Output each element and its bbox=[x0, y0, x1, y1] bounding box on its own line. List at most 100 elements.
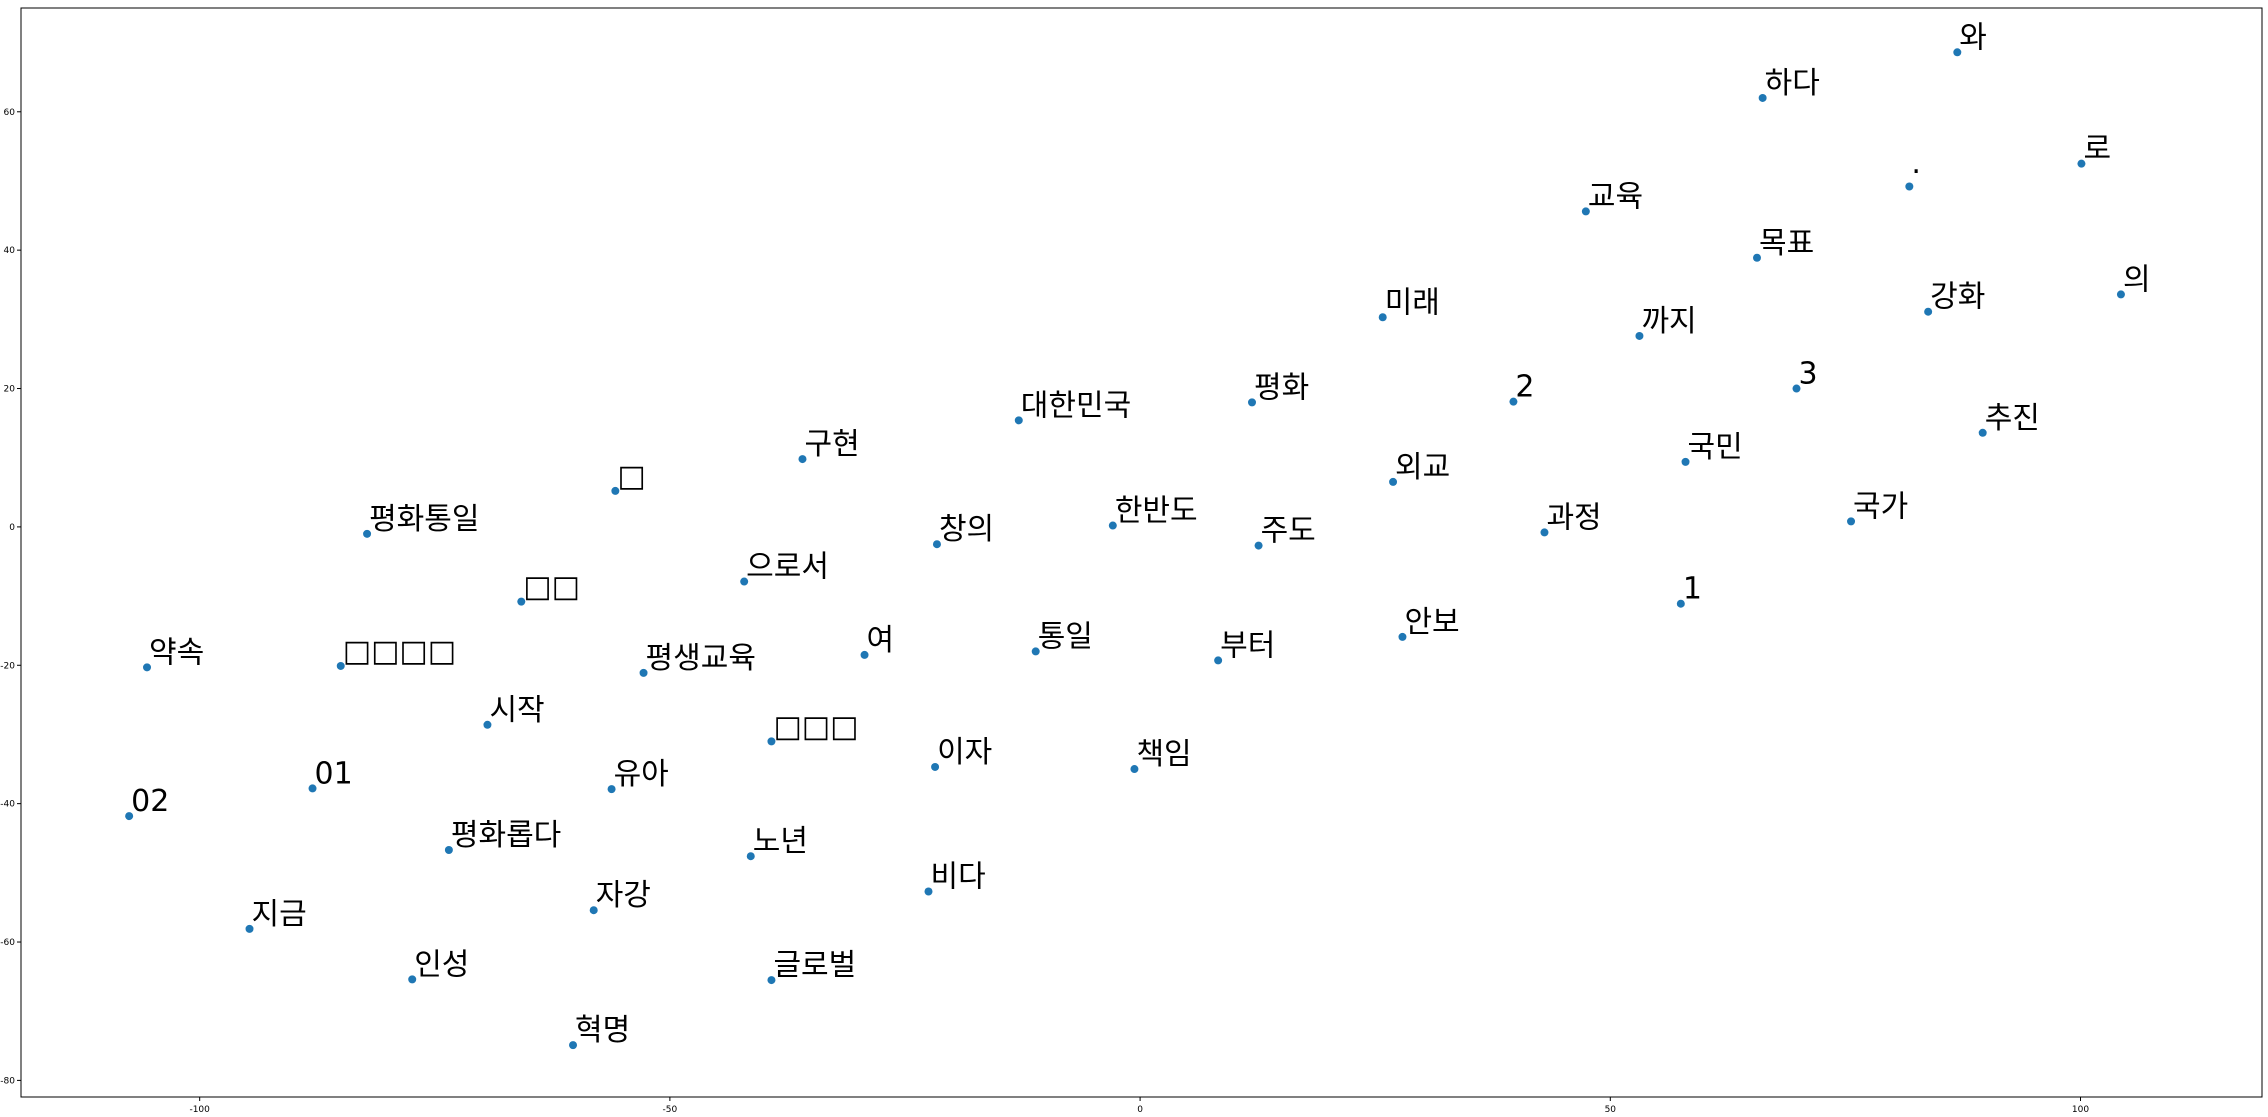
scatter-point bbox=[143, 663, 152, 672]
scatter-point bbox=[1108, 521, 1117, 530]
point-label: 지금 bbox=[252, 897, 307, 932]
point-label: 2 bbox=[1515, 370, 1534, 405]
scatter-point bbox=[1247, 398, 1256, 407]
scatter-point bbox=[1953, 48, 1962, 57]
plot-frame bbox=[20, 7, 2263, 1098]
point-label: 까지 bbox=[1641, 304, 1696, 339]
point-label: 자강 bbox=[596, 878, 651, 913]
point-label: 으로서 bbox=[746, 550, 829, 585]
x-tick-label: 100 bbox=[2072, 1105, 2089, 1115]
point-label: □□□□ bbox=[343, 634, 456, 669]
scatter-point bbox=[767, 976, 776, 985]
point-label: 목표 bbox=[1759, 226, 1814, 261]
scatter-point bbox=[860, 650, 869, 659]
point-label: 한반도 bbox=[1115, 494, 1198, 529]
scatter-point bbox=[336, 661, 345, 670]
scatter-point bbox=[2077, 159, 2086, 168]
point-label: □□□ bbox=[773, 709, 858, 744]
point-label: 통일 bbox=[1038, 619, 1093, 654]
point-label: 노년 bbox=[753, 824, 808, 859]
point-label: 약속 bbox=[149, 635, 204, 670]
scatter-point bbox=[1676, 599, 1685, 608]
point-label: 책임 bbox=[1136, 737, 1191, 772]
y-tick-label: 60 bbox=[4, 108, 16, 118]
scatter-point bbox=[611, 486, 620, 495]
scatter-point bbox=[746, 852, 755, 861]
x-tick-label: 0 bbox=[1137, 1105, 1143, 1115]
y-tick-label: -40 bbox=[0, 800, 15, 810]
scatter-point bbox=[125, 812, 134, 821]
point-label: 혁명 bbox=[575, 1013, 630, 1048]
y-tick-label: 20 bbox=[4, 385, 16, 395]
scatter-point bbox=[517, 597, 526, 606]
point-label: 추진 bbox=[1985, 401, 2040, 436]
scatter-point bbox=[245, 924, 254, 933]
scatter-point bbox=[767, 737, 776, 746]
scatter-point bbox=[1792, 384, 1801, 393]
point-label: 1 bbox=[1683, 572, 1702, 607]
scatter-point bbox=[483, 720, 492, 729]
scatter-point bbox=[931, 762, 940, 771]
point-label: 평화통일 bbox=[369, 502, 479, 537]
point-label: 강화 bbox=[1930, 280, 1985, 315]
point-label: 와 bbox=[1959, 20, 1987, 55]
scatter-point bbox=[607, 785, 616, 794]
scatter-point bbox=[798, 455, 807, 464]
scatter-point bbox=[1635, 331, 1644, 340]
point-label: 평화롭다 bbox=[451, 818, 561, 853]
scatter-point bbox=[1752, 253, 1761, 262]
point-label: □□ bbox=[523, 570, 580, 605]
point-label: 창의 bbox=[939, 512, 994, 547]
point-label: □ bbox=[617, 459, 645, 494]
point-label: 비다 bbox=[930, 860, 985, 895]
point-label: 01 bbox=[315, 756, 353, 791]
point-label: 의 bbox=[2123, 262, 2151, 297]
scatter-point bbox=[444, 846, 453, 855]
point-label: · bbox=[1911, 155, 1921, 190]
scatter-point bbox=[1905, 182, 1914, 191]
scatter-point bbox=[408, 975, 417, 984]
scatter-point bbox=[924, 887, 933, 896]
scatter-point bbox=[1130, 765, 1139, 774]
y-axis: -80 -60 -40 -20 0 20 40 60 bbox=[0, 108, 21, 1086]
x-tick-label: -50 bbox=[663, 1105, 678, 1115]
scatter-point bbox=[932, 540, 941, 549]
point-label: 인성 bbox=[414, 947, 469, 982]
point-label: 여 bbox=[867, 623, 895, 658]
point-label: 글로벌 bbox=[773, 948, 856, 983]
scatter-point bbox=[1509, 397, 1518, 406]
x-axis: -100 -50 0 50 100 bbox=[189, 1097, 2089, 1115]
scatter-point bbox=[1378, 313, 1387, 322]
scatter-point bbox=[1214, 656, 1223, 665]
scatter-point bbox=[1681, 457, 1690, 466]
point-label: 하다 bbox=[1765, 66, 1820, 101]
point-label: 교육 bbox=[1588, 179, 1643, 214]
point-label: 02 bbox=[131, 784, 169, 819]
scatter-point bbox=[1398, 632, 1407, 641]
scatter-point bbox=[1389, 477, 1398, 486]
scatter-point bbox=[589, 906, 598, 915]
point-label: 안보 bbox=[1404, 605, 1459, 640]
point-label: 3 bbox=[1798, 357, 1817, 392]
point-label: 외교 bbox=[1395, 450, 1450, 485]
point-label: 평생교육 bbox=[646, 641, 756, 676]
point-label: 유아 bbox=[614, 757, 669, 792]
point-label: 평화 bbox=[1254, 370, 1309, 405]
scatter-point bbox=[1758, 93, 1767, 102]
point-label: 미래 bbox=[1385, 285, 1440, 320]
point-label: 주도 bbox=[1261, 514, 1316, 549]
scatter-point bbox=[569, 1041, 578, 1050]
point-label: 이자 bbox=[937, 735, 992, 770]
scatter-point bbox=[639, 668, 648, 677]
scatter-point bbox=[1031, 647, 1040, 656]
x-tick-label: -100 bbox=[189, 1105, 210, 1115]
scatter-point bbox=[363, 529, 372, 538]
x-tick-label: 50 bbox=[1605, 1105, 1617, 1115]
scatter-point bbox=[740, 577, 749, 586]
point-label: 구현 bbox=[804, 427, 859, 462]
y-tick-label: 40 bbox=[4, 246, 16, 256]
point-label: 국민 bbox=[1688, 430, 1743, 465]
point-label: 부터 bbox=[1220, 628, 1275, 663]
